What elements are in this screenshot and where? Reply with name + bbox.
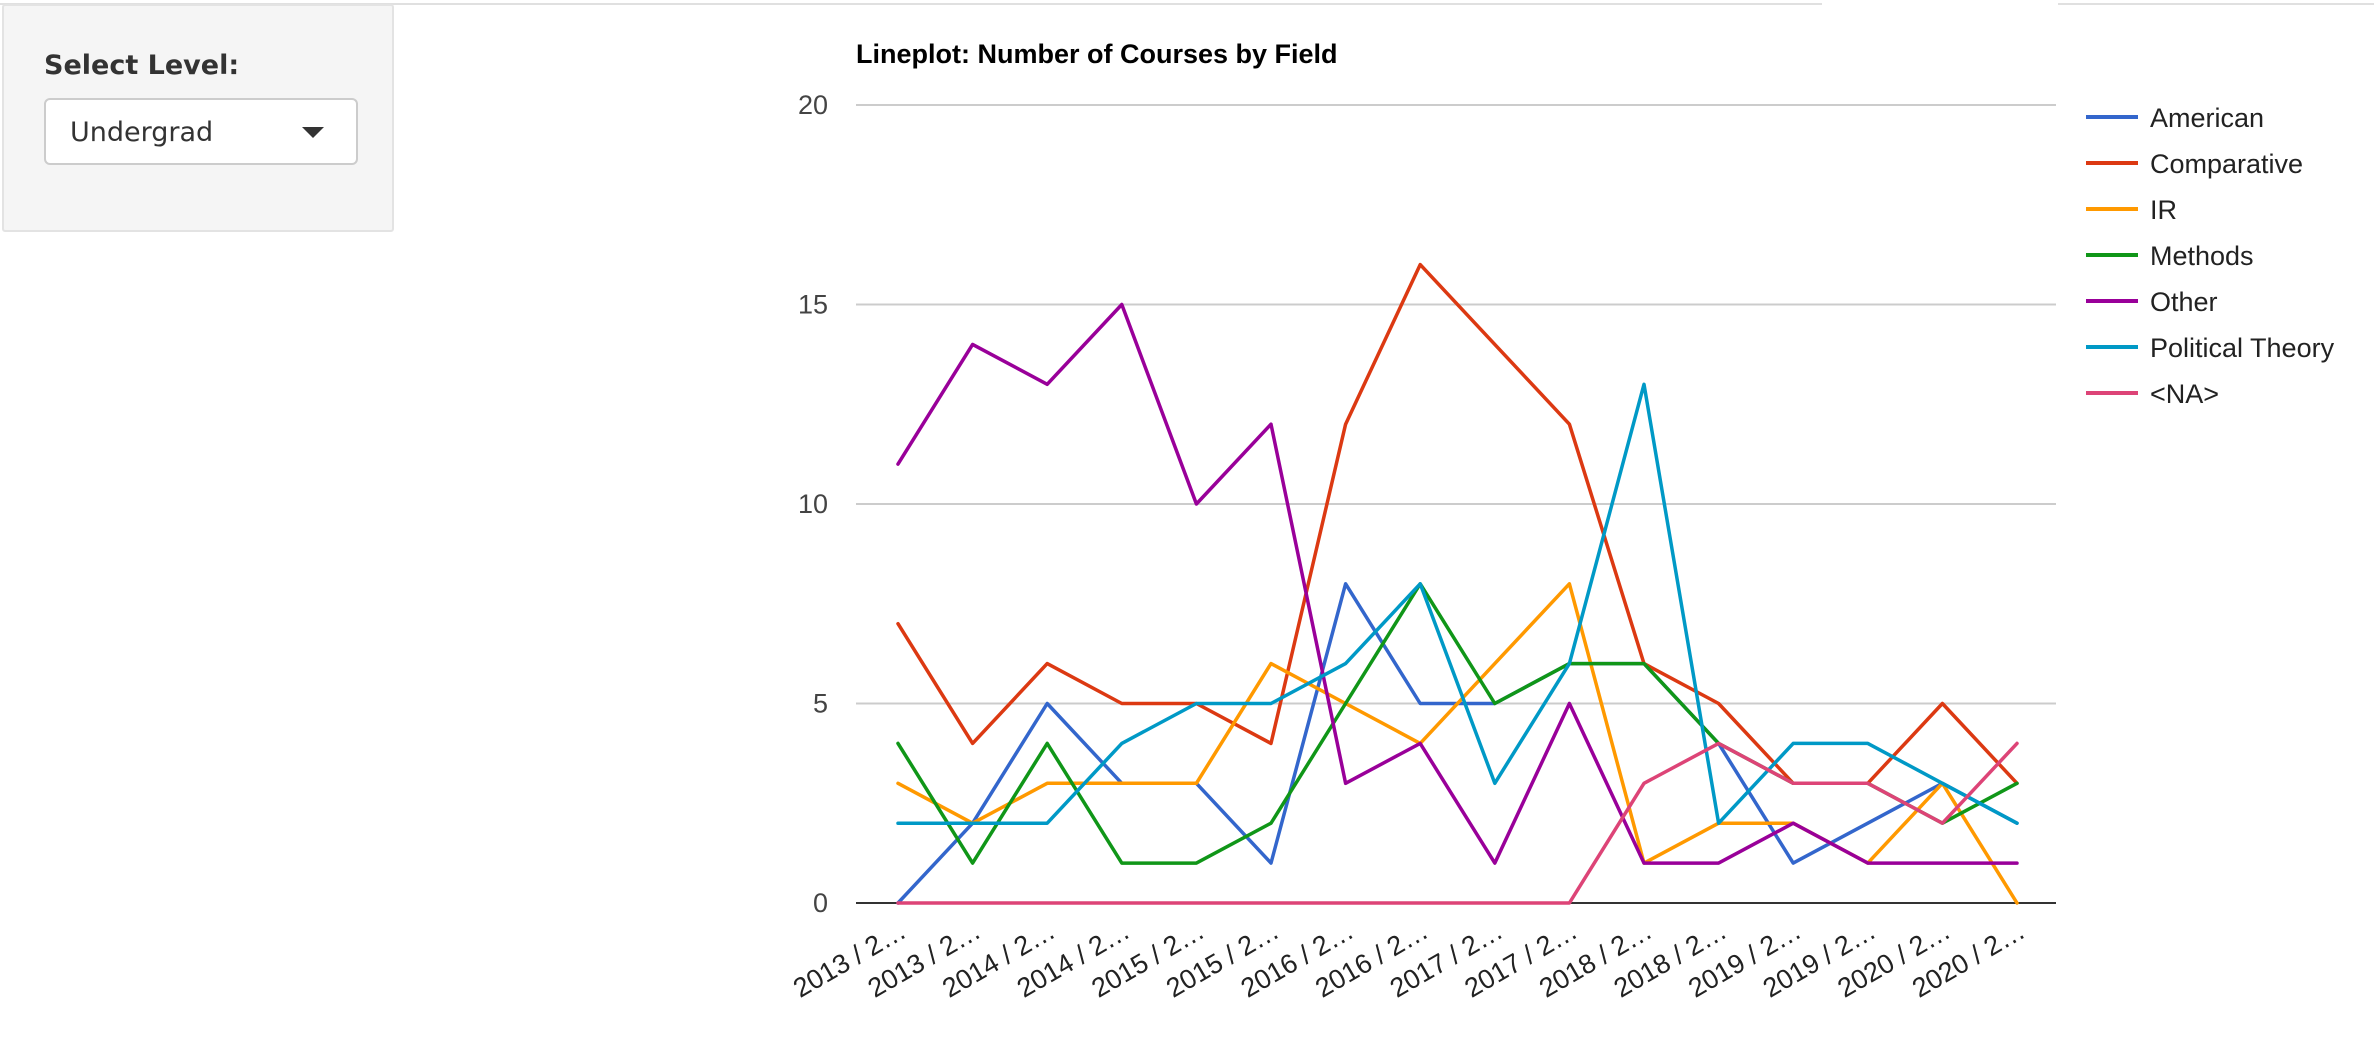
level-select-value: Undergrad xyxy=(70,117,214,148)
legend-label: Methods xyxy=(2150,241,2254,271)
select-level-label: Select Level: xyxy=(44,50,240,81)
legend-label: <NA> xyxy=(2150,379,2219,409)
y-tick-label: 20 xyxy=(798,90,828,120)
y-tick-label: 10 xyxy=(798,489,828,519)
legend-label: IR xyxy=(2150,195,2177,225)
legend-label: Political Theory xyxy=(2150,333,2335,363)
series-line-6 xyxy=(896,741,2019,905)
level-select[interactable]: Undergrad xyxy=(44,98,358,165)
legend-label: Other xyxy=(2150,287,2218,317)
tab-underline xyxy=(0,0,1822,5)
tab-underline xyxy=(2058,0,2374,5)
legend-label: American xyxy=(2150,103,2264,133)
caret-down-icon xyxy=(302,127,324,138)
legend-label: Comparative xyxy=(2150,149,2303,179)
y-tick-label: 0 xyxy=(813,888,828,918)
series-line-4 xyxy=(896,302,2019,865)
y-tick-label: 5 xyxy=(813,689,828,719)
sidebar-panel: Select Level: Undergrad xyxy=(2,4,394,232)
series-line-5 xyxy=(896,382,2019,825)
y-tick-label: 15 xyxy=(798,290,828,320)
top-tab-strip xyxy=(0,0,2374,5)
chart-title: Lineplot: Number of Courses by Field xyxy=(856,39,1338,69)
